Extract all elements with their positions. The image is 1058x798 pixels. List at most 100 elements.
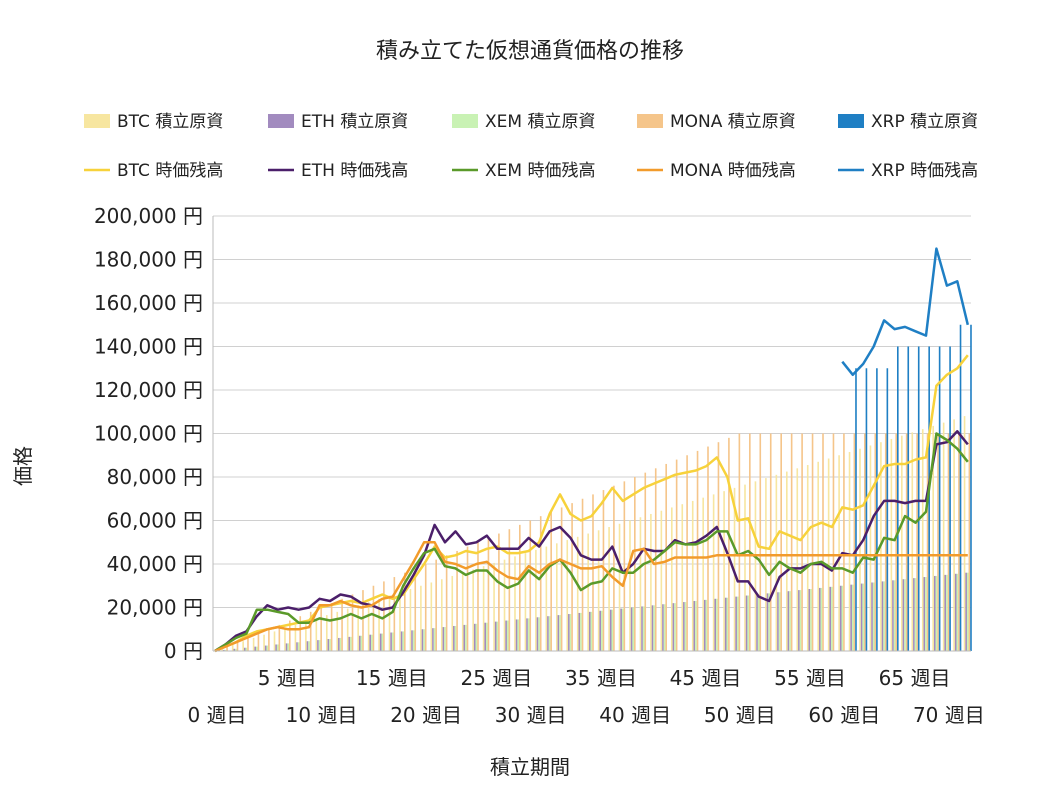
bar: [287, 643, 289, 651]
bar: [707, 446, 709, 651]
bar: [545, 546, 548, 651]
bar: [451, 575, 454, 651]
bar: [221, 647, 224, 651]
legend-label: XRP 時価残高: [871, 161, 978, 181]
bar: [913, 578, 915, 651]
bar: [475, 623, 478, 651]
bar: [320, 607, 322, 651]
bar: [602, 490, 605, 651]
bar: [644, 472, 647, 651]
bar: [275, 644, 277, 651]
x-tick-label: 5 週目: [258, 666, 317, 690]
bar: [869, 445, 872, 651]
bar: [901, 435, 903, 651]
bar: [315, 618, 318, 651]
bar: [548, 616, 551, 651]
legend-label: XEM 積立原資: [485, 112, 595, 132]
y-tick-label: 120,000 円: [94, 378, 203, 402]
y-tick-label: 140,000 円: [94, 335, 203, 359]
bar: [905, 433, 908, 651]
bar: [684, 602, 687, 651]
bar: [932, 425, 934, 651]
bar: [231, 644, 234, 651]
bar: [954, 573, 957, 651]
bar: [662, 604, 664, 651]
bar: [411, 630, 413, 651]
bar: [590, 611, 593, 651]
bar: [620, 608, 622, 651]
x-tick-label: 30 週目: [495, 703, 567, 727]
bar: [399, 592, 401, 651]
bar: [608, 527, 610, 651]
bar: [611, 609, 614, 651]
bar: [592, 494, 594, 651]
bar: [942, 422, 945, 651]
bar: [798, 590, 800, 651]
bar: [306, 641, 309, 651]
bar: [907, 346, 910, 651]
legend-swatch: [838, 114, 864, 128]
bar: [768, 593, 770, 651]
bar: [233, 648, 236, 651]
bar: [578, 612, 581, 651]
bar: [379, 633, 382, 651]
bar: [765, 478, 767, 651]
bar: [305, 621, 307, 651]
bar: [966, 572, 969, 651]
bar: [264, 645, 267, 651]
y-tick-label: 40,000 円: [107, 552, 203, 576]
bar: [276, 644, 279, 651]
bar: [630, 607, 633, 651]
bar: [381, 633, 384, 651]
bar: [839, 585, 842, 651]
bar: [890, 438, 893, 651]
bar: [947, 433, 950, 651]
bar: [309, 611, 312, 651]
bar: [959, 324, 962, 651]
bar: [916, 433, 918, 651]
bar: [726, 597, 729, 651]
bar: [336, 611, 339, 651]
bar: [843, 433, 845, 651]
bar: [465, 624, 467, 651]
x-tick-label: 0 週目: [187, 703, 246, 727]
bar: [675, 459, 678, 651]
bar: [440, 579, 443, 651]
bar: [473, 623, 476, 651]
bar: [391, 632, 394, 651]
bar: [632, 607, 635, 651]
bar: [892, 580, 894, 651]
bar: [482, 566, 485, 651]
bar: [672, 603, 675, 651]
bar: [808, 589, 811, 651]
legend-swatch: [84, 114, 110, 128]
bar: [346, 608, 349, 651]
bar: [435, 559, 437, 651]
bar: [486, 622, 488, 651]
bar: [454, 625, 457, 651]
bar: [712, 494, 715, 651]
bar: [946, 574, 948, 651]
bar: [860, 583, 863, 651]
series-line: [214, 430, 969, 653]
bar: [360, 635, 363, 651]
bar: [893, 580, 896, 651]
bar: [550, 511, 552, 651]
bar: [498, 533, 500, 651]
bar: [921, 429, 924, 651]
bar: [871, 582, 873, 651]
bar: [639, 517, 642, 651]
y-tick-label: 0 円: [164, 639, 203, 663]
bar: [254, 646, 257, 651]
bar: [351, 594, 354, 651]
y-tick-label: 180,000 円: [94, 248, 203, 272]
bar: [472, 569, 474, 651]
bar: [818, 587, 821, 651]
bar: [263, 634, 265, 651]
bar: [865, 368, 868, 651]
bar: [569, 614, 572, 651]
bar: [329, 639, 331, 651]
bar: [810, 589, 812, 651]
bar: [956, 573, 959, 651]
bar: [841, 585, 844, 651]
